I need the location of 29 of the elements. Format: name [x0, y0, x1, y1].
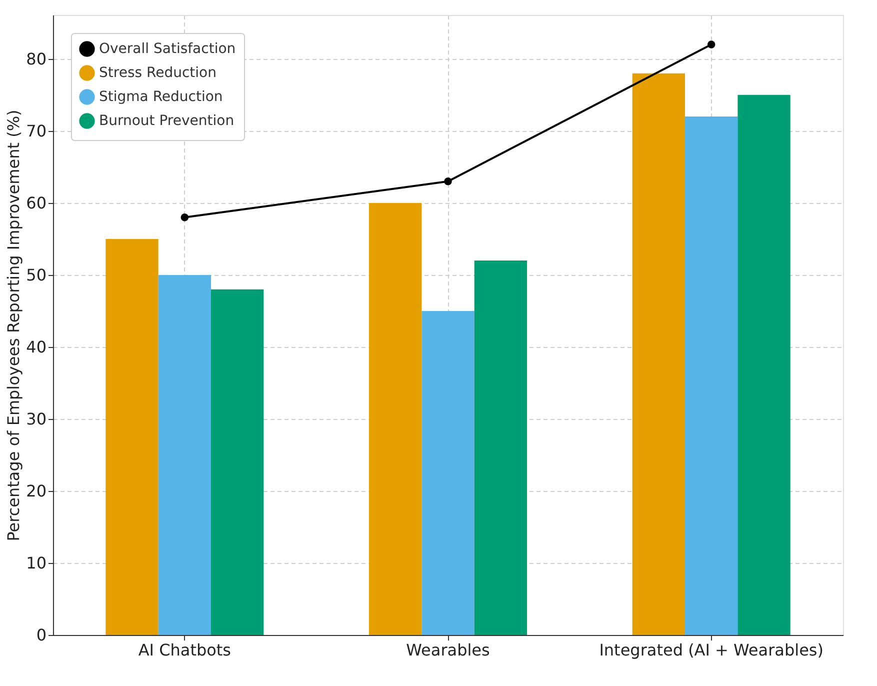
bar: [369, 202, 422, 635]
legend-label: Overall Satisfaction: [99, 41, 236, 57]
y-tick-label: 0: [36, 626, 46, 644]
legend-label: Burnout Prevention: [99, 113, 234, 129]
y-tick-label: 70: [26, 121, 46, 140]
bar: [632, 73, 685, 635]
y-tick-label: 20: [26, 481, 46, 500]
y-tick-label: 50: [26, 265, 46, 284]
bar: [158, 274, 211, 635]
point: [444, 177, 452, 186]
point: [180, 213, 189, 222]
bar: [738, 94, 790, 635]
x-tick-label: Integrated (AI + Wearables): [599, 640, 824, 660]
y-axis-title: Percentage of Employees Reporting Improvement (%): [4, 110, 24, 542]
y-tick-label: 40: [26, 337, 46, 356]
x-tick-label: AI Chatbots: [138, 640, 232, 660]
bar: [211, 289, 264, 635]
y-tick-label: 80: [26, 49, 46, 68]
bar: [685, 116, 738, 635]
bar: [474, 260, 527, 635]
y-tick-label: 10: [26, 553, 46, 572]
bar: [106, 238, 158, 635]
legend-label: Stigma Reduction: [99, 89, 223, 105]
point: [707, 40, 716, 48]
x-tick-label: Wearables: [406, 640, 490, 660]
y-tick-label: 30: [26, 409, 46, 428]
y-tick-label: 60: [26, 193, 46, 212]
bar: [422, 310, 474, 635]
legend-label: Stress Reduction: [99, 65, 216, 81]
